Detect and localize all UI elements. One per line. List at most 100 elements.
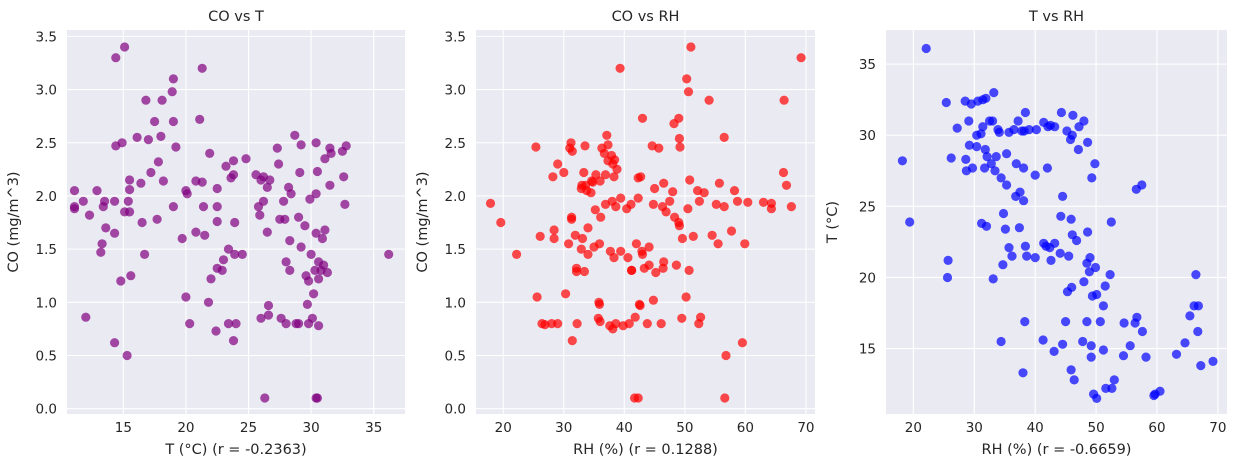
- data-point: [1092, 289, 1102, 300]
- data-point: [217, 265, 227, 275]
- data-point: [197, 177, 207, 187]
- data-point: [943, 255, 953, 265]
- data-point: [1137, 180, 1147, 190]
- data-point: [125, 175, 135, 185]
- x-tick-label: 30: [966, 420, 983, 436]
- data-point: [980, 163, 990, 173]
- y-tick-label: 35: [859, 57, 876, 73]
- data-point: [682, 74, 692, 84]
- data-point: [384, 249, 394, 259]
- data-point: [549, 225, 559, 235]
- data-point: [158, 176, 168, 186]
- data-point: [796, 53, 806, 63]
- data-point: [1002, 180, 1012, 190]
- data-point: [511, 249, 522, 259]
- data-point: [1098, 345, 1108, 355]
- data-point: [1086, 341, 1096, 351]
- data-point: [586, 188, 596, 198]
- data-point: [126, 271, 136, 281]
- data-point: [905, 217, 915, 227]
- data-point: [294, 212, 304, 222]
- data-point: [1073, 144, 1083, 155]
- data-point: [657, 202, 668, 212]
- data-point: [677, 313, 687, 323]
- data-point: [294, 319, 304, 329]
- data-point: [485, 198, 496, 208]
- data-point: [732, 196, 743, 206]
- data-point: [306, 249, 316, 259]
- data-point: [305, 194, 315, 204]
- data-point: [980, 144, 990, 155]
- data-point: [991, 152, 1001, 162]
- chart-title: CO vs RH: [612, 9, 680, 25]
- data-point: [110, 196, 120, 206]
- data-point: [237, 249, 247, 259]
- x-tick-label: 30: [555, 420, 572, 436]
- data-point: [150, 116, 160, 127]
- data-point: [110, 228, 120, 238]
- data-point: [98, 202, 108, 212]
- data-point: [92, 186, 102, 196]
- data-point: [1191, 270, 1201, 280]
- data-point: [1118, 351, 1129, 361]
- data-point: [1024, 125, 1034, 135]
- data-point: [312, 393, 322, 403]
- data-point: [681, 292, 691, 302]
- data-point: [978, 122, 988, 132]
- data-point: [1056, 211, 1066, 221]
- data-point: [567, 336, 577, 346]
- data-point: [263, 310, 274, 320]
- data-point: [262, 182, 272, 192]
- data-point: [279, 196, 289, 206]
- data-point: [721, 350, 731, 361]
- data-point: [1086, 352, 1096, 362]
- data-point: [650, 183, 660, 194]
- data-point: [110, 338, 120, 348]
- data-point: [319, 260, 329, 270]
- data-point: [1072, 235, 1082, 246]
- data-point: [1067, 282, 1077, 292]
- data-point: [778, 167, 789, 178]
- y-tick-label: 1.5: [445, 242, 466, 258]
- data-point: [1085, 253, 1095, 263]
- data-point: [1055, 248, 1065, 258]
- data-point: [262, 227, 272, 237]
- data-point: [1049, 346, 1059, 356]
- data-point: [309, 289, 319, 299]
- data-point: [976, 129, 986, 139]
- data-point: [1090, 262, 1101, 273]
- data-point: [1100, 281, 1110, 291]
- data-point: [295, 167, 305, 178]
- data-point: [256, 313, 266, 323]
- data-point: [576, 244, 586, 254]
- data-point: [644, 242, 654, 252]
- x-tick-label: 40: [616, 420, 633, 436]
- data-point: [177, 233, 187, 244]
- data-point: [729, 186, 740, 196]
- data-point: [125, 185, 135, 195]
- data-point: [1090, 159, 1100, 169]
- x-tick-label: 40: [1027, 420, 1044, 436]
- x-tick-label: 50: [676, 420, 693, 436]
- data-point: [998, 208, 1009, 219]
- data-point: [596, 212, 606, 222]
- x-tick-label: 50: [1087, 420, 1104, 436]
- data-point: [719, 202, 729, 212]
- data-point: [570, 230, 580, 240]
- data-point: [143, 135, 153, 145]
- data-point: [1137, 326, 1147, 337]
- data-point: [263, 300, 274, 311]
- data-point: [594, 239, 605, 249]
- data-point: [609, 172, 619, 182]
- data-point: [642, 319, 652, 329]
- y-tick-label: 1.0: [36, 295, 57, 311]
- data-point: [120, 42, 130, 52]
- data-point: [274, 159, 284, 169]
- data-point: [696, 312, 706, 322]
- data-point: [1020, 317, 1030, 327]
- data-point: [116, 276, 126, 286]
- data-point: [285, 236, 295, 246]
- data-point: [1078, 336, 1088, 347]
- y-tick-label: 0.5: [445, 348, 466, 364]
